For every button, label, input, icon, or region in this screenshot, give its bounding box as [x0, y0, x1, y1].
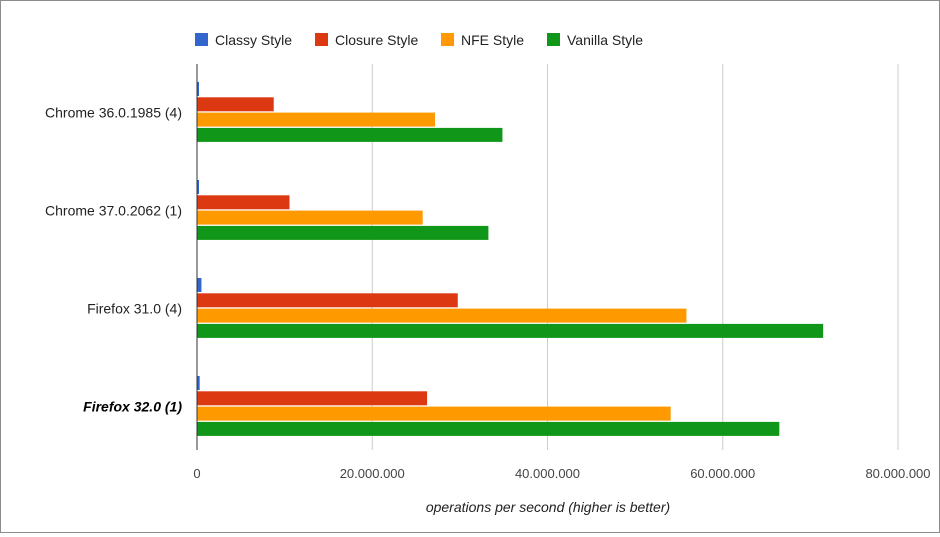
legend-label[interactable]: Vanilla Style: [567, 32, 643, 48]
legend-label[interactable]: Closure Style: [335, 32, 418, 48]
bar-vanilla-style-chrome-37-0-2062-1[interactable]: [197, 225, 489, 240]
x-tick-label: 80.000.000: [865, 466, 930, 481]
legend-swatch-vanilla-style: [547, 33, 560, 46]
x-tick-labels: 0 20.000.000 40.000.000 60.000.000 80.000.00…: [193, 466, 930, 481]
gridlines: [371, 64, 899, 450]
bar-closure-style-chrome-36-0-1985-4[interactable]: [197, 97, 274, 112]
bar-classy-style-chrome-36-0-1985-4[interactable]: [197, 82, 200, 96]
legend-swatch-classy-style: [195, 33, 208, 46]
bar-vanilla-style-firefox-32-0-1[interactable]: [197, 421, 780, 436]
legend-swatch-nfe-style: [441, 33, 454, 46]
bar-vanilla-style-chrome-36-0-1985-4[interactable]: [197, 127, 503, 142]
x-tick-label: 60.000.000: [690, 466, 755, 481]
category-label: Firefox 32.0 (1): [83, 399, 182, 415]
bar-classy-style-chrome-37-0-2062-1[interactable]: [197, 180, 200, 194]
bar-nfe-style-chrome-36-0-1985-4[interactable]: [197, 112, 435, 127]
bar-nfe-style-firefox-32-0-1[interactable]: [197, 406, 671, 421]
category-label: Chrome 36.0.1985 (4): [45, 105, 182, 121]
bar-nfe-style-chrome-37-0-2062-1[interactable]: [197, 210, 423, 225]
category-label: Chrome 37.0.2062 (1): [45, 203, 182, 219]
x-tick-label: 40.000.000: [515, 466, 580, 481]
x-axis-label: operations per second (higher is better): [426, 499, 670, 515]
legend-label[interactable]: NFE Style: [461, 32, 524, 48]
bar-closure-style-chrome-37-0-2062-1[interactable]: [197, 195, 290, 210]
legend-label[interactable]: Classy Style: [215, 32, 292, 48]
bar-classy-style-firefox-32-0-1[interactable]: [197, 376, 200, 390]
category-label: Firefox 31.0 (4): [87, 301, 182, 317]
bar-closure-style-firefox-32-0-1[interactable]: [197, 391, 428, 406]
x-tick-label: 20.000.000: [340, 466, 405, 481]
legend-swatch-closure-style: [315, 33, 328, 46]
bar-nfe-style-firefox-31-0-4[interactable]: [197, 308, 687, 323]
bar-closure-style-firefox-31-0-4[interactable]: [197, 293, 458, 308]
bar-vanilla-style-firefox-31-0-4[interactable]: [197, 323, 824, 338]
x-tick-label: 0: [193, 466, 200, 481]
category-labels: Chrome 36.0.1985 (4) Chrome 37.0.2062 (1)…: [45, 105, 182, 415]
bar-classy-style-firefox-31-0-4[interactable]: [197, 278, 202, 292]
bars: [197, 82, 824, 436]
chart-legend: Classy Style Closure Style NFE Style Vanill…: [195, 32, 643, 48]
